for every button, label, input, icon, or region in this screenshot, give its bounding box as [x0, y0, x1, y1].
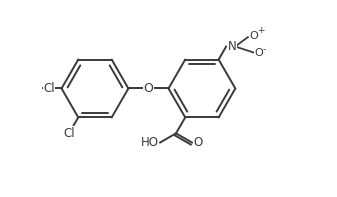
- Text: O: O: [194, 136, 203, 149]
- Text: +: +: [257, 26, 265, 35]
- Text: Cl: Cl: [43, 82, 55, 95]
- Text: HO: HO: [141, 136, 158, 149]
- Text: O: O: [254, 48, 263, 58]
- Text: O: O: [249, 32, 258, 42]
- Text: N: N: [228, 40, 237, 53]
- Text: O: O: [144, 82, 153, 95]
- Text: -: -: [263, 45, 266, 54]
- Text: Cl: Cl: [63, 127, 75, 140]
